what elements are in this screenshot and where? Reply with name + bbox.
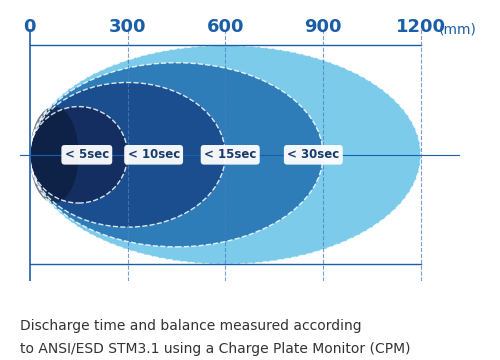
- Text: to ANSI/ESD STM3.1 using a Charge Plate Monitor (CPM): to ANSI/ESD STM3.1 using a Charge Plate …: [20, 342, 410, 356]
- Text: 1200: 1200: [396, 18, 446, 36]
- Text: Discharge time and balance measured according: Discharge time and balance measured acco…: [20, 319, 361, 333]
- Text: < 10sec: < 10sec: [128, 148, 180, 161]
- Text: 900: 900: [304, 18, 342, 36]
- Ellipse shape: [30, 45, 421, 264]
- Ellipse shape: [30, 63, 323, 247]
- Ellipse shape: [30, 82, 226, 227]
- Ellipse shape: [30, 107, 78, 203]
- Text: 300: 300: [109, 18, 146, 36]
- Text: 0: 0: [24, 18, 36, 36]
- Text: < 15sec: < 15sec: [204, 148, 256, 161]
- Ellipse shape: [30, 107, 128, 203]
- Text: 600: 600: [206, 18, 244, 36]
- Text: (mm): (mm): [439, 22, 476, 36]
- Text: < 30sec: < 30sec: [287, 148, 340, 161]
- Text: < 5sec: < 5sec: [64, 148, 109, 161]
